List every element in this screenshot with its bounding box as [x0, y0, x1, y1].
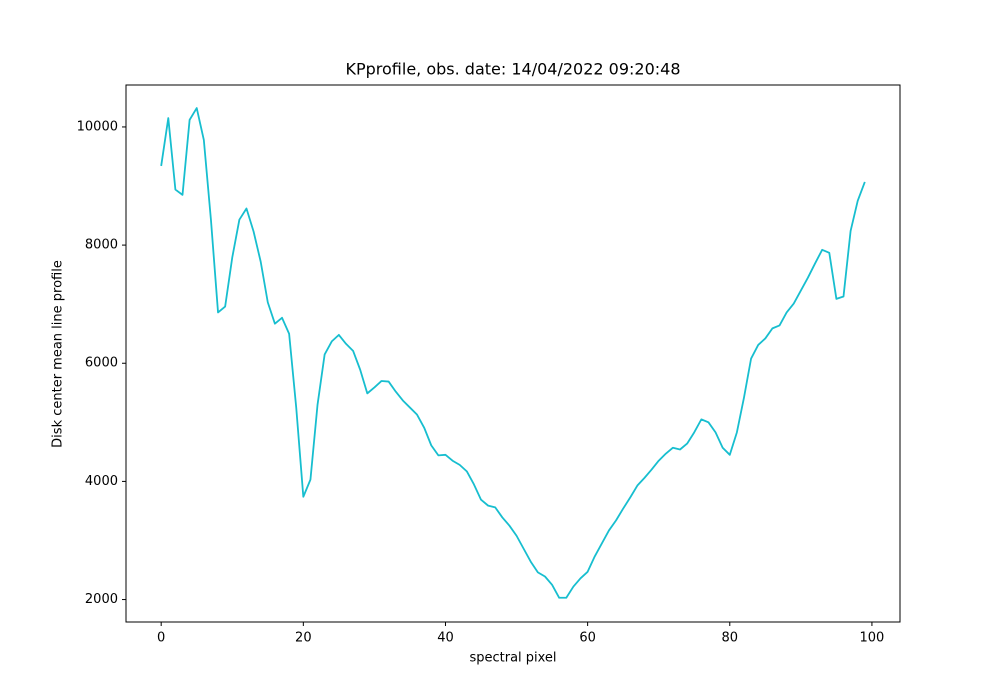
- x-tick-label: 80: [722, 631, 739, 646]
- y-tick-label: 8000: [85, 238, 118, 253]
- x-tick-label: 100: [860, 631, 885, 646]
- chart-title: KPprofile, obs. date: 14/04/2022 09:20:4…: [345, 60, 680, 79]
- y-axis-label: Disk center mean line profile: [51, 260, 66, 448]
- y-tick-label: 6000: [85, 356, 118, 371]
- x-tick-label: 40: [437, 631, 454, 646]
- x-tick-label: 60: [579, 631, 596, 646]
- y-tick-label: 2000: [85, 592, 118, 607]
- x-tick-label: 20: [295, 631, 312, 646]
- plot-frame: [125, 84, 901, 623]
- y-tick-label: 10000: [77, 119, 118, 134]
- y-tick-label: 4000: [85, 474, 118, 489]
- data-line: [160, 107, 866, 599]
- x-tick-label: 0: [157, 631, 165, 646]
- x-axis-label: spectral pixel: [469, 651, 556, 666]
